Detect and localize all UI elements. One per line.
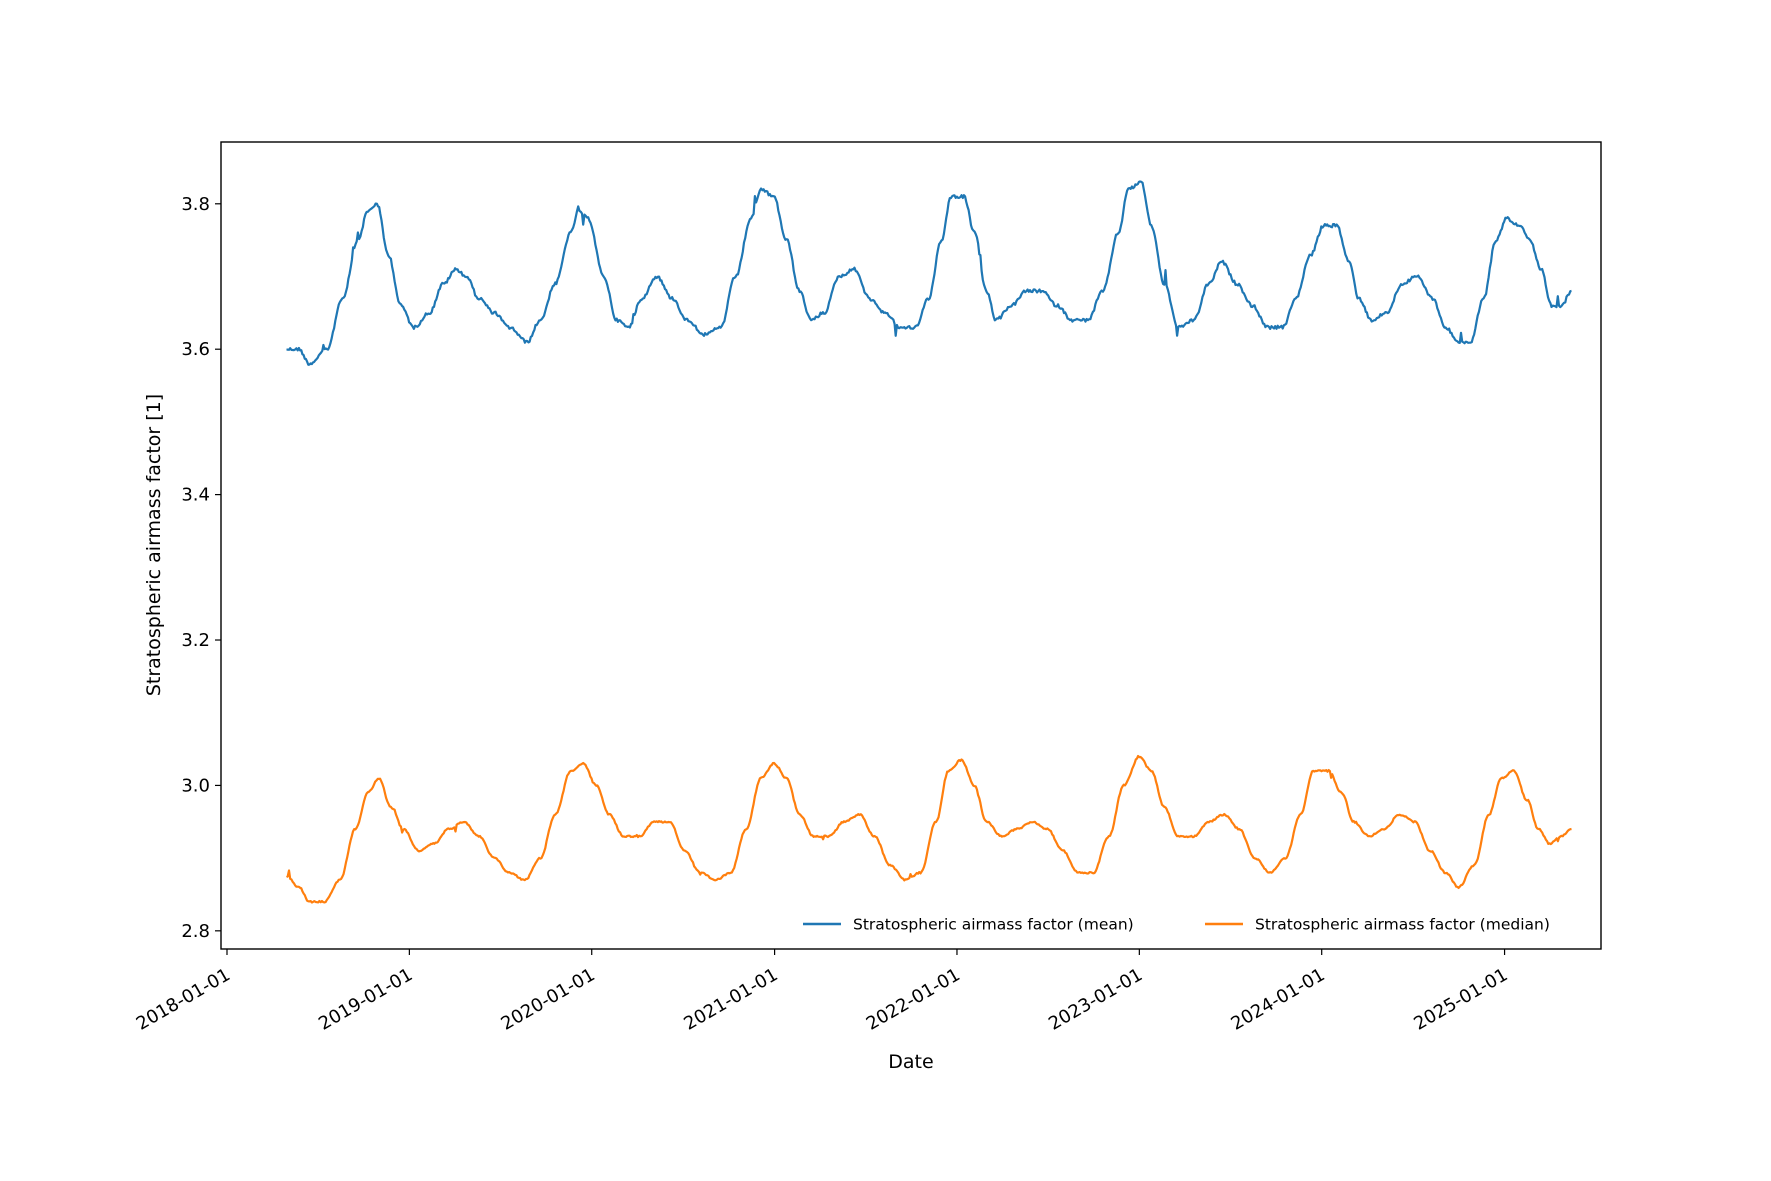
y-tick-label: 3.8 <box>181 194 210 215</box>
y-tick-label: 2.8 <box>181 921 210 942</box>
series-line-mean <box>286 180 1572 366</box>
y-tick-label: 3.0 <box>181 775 210 796</box>
y-axis-label: Stratospheric airmass factor [1] <box>143 394 165 696</box>
y-tick-label: 3.2 <box>181 630 210 651</box>
x-axis-label: Date <box>888 1051 933 1073</box>
series-line-median <box>286 754 1572 904</box>
legend-label: Stratospheric airmass factor (median) <box>1255 916 1550 934</box>
legend: Stratospheric airmass factor (mean) Strat… <box>803 916 1550 934</box>
y-axis: 2.8 3.0 3.2 3.4 3.6 3.8 <box>181 194 221 942</box>
plot-frame <box>220 141 1602 950</box>
series-layer <box>286 180 1572 904</box>
y-tick-label: 3.6 <box>181 339 210 360</box>
y-tick-label: 3.4 <box>181 485 210 506</box>
legend-label: Stratospheric airmass factor (mean) <box>853 916 1134 934</box>
